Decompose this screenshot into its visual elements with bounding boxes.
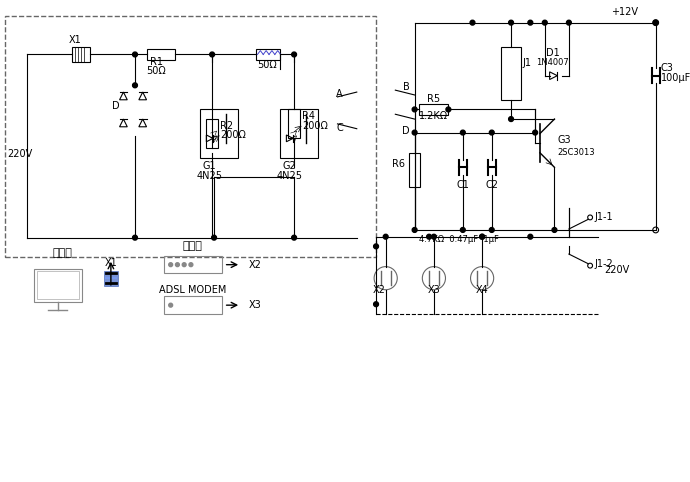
Circle shape [566,20,571,25]
Text: 4N25: 4N25 [196,171,222,181]
Circle shape [412,130,417,135]
Bar [206,119,218,148]
Text: R1: R1 [150,57,163,67]
Circle shape [489,130,494,135]
Circle shape [509,20,513,25]
Text: B: B [403,82,410,92]
Text: 200Ω: 200Ω [302,120,328,131]
Circle shape [374,302,378,307]
Bar [34,268,82,302]
Text: C3: C3 [660,63,673,73]
Bar [279,109,318,158]
Text: 50Ω: 50Ω [257,60,277,70]
Circle shape [189,263,193,267]
Circle shape [533,130,538,135]
Text: C1: C1 [456,180,469,190]
Bar [164,256,221,273]
Circle shape [431,234,436,239]
Circle shape [489,228,494,232]
Circle shape [446,107,451,112]
Text: 200Ω: 200Ω [220,130,246,140]
Bar [502,47,521,100]
Circle shape [460,228,465,232]
Text: 220V: 220V [604,266,630,275]
Circle shape [292,235,297,240]
Bar [199,109,238,158]
Text: X2: X2 [249,260,262,269]
Circle shape [374,244,378,249]
Text: R5: R5 [427,94,440,104]
Bar [409,153,420,187]
Text: A: A [336,89,343,99]
Text: R6: R6 [392,159,405,169]
Circle shape [175,263,179,267]
Circle shape [509,117,513,121]
Text: C: C [336,122,343,133]
Text: R4: R4 [302,111,315,121]
Circle shape [212,235,217,240]
Circle shape [480,234,484,239]
Bar [72,47,90,62]
Bar [37,271,79,299]
Text: X1: X1 [104,258,117,268]
Text: 220V: 220V [8,149,33,159]
Text: X2: X2 [373,285,386,295]
Circle shape [653,20,658,25]
Text: 50Ω: 50Ω [146,66,166,76]
Bar [288,109,300,138]
Text: D: D [402,125,410,135]
Text: 计算机: 计算机 [52,248,72,258]
Text: G3: G3 [558,135,571,145]
Text: R2: R2 [220,120,233,131]
Circle shape [182,263,186,267]
Circle shape [426,234,431,239]
Circle shape [470,20,475,25]
Circle shape [542,20,547,25]
Circle shape [383,234,388,239]
Text: J1: J1 [522,58,531,68]
Text: 1.2KΩ: 1.2KΩ [420,111,448,121]
Circle shape [210,52,215,57]
Circle shape [412,228,417,232]
Circle shape [480,234,484,239]
Text: J1-2: J1-2 [594,259,613,268]
Bar [164,296,221,314]
Circle shape [169,303,172,307]
Circle shape [132,235,137,240]
Text: 1N4007: 1N4007 [536,58,569,67]
Text: 100μF: 100μF [660,72,690,82]
Bar [420,104,448,115]
Circle shape [528,20,533,25]
Text: D1: D1 [546,48,560,58]
Text: X4: X4 [475,285,489,295]
Bar [255,49,279,60]
Text: J1-1: J1-1 [594,213,613,222]
Text: 路由器: 路由器 [183,241,203,251]
Bar [5,16,376,257]
Circle shape [132,52,137,57]
Circle shape [169,263,172,267]
Text: D: D [112,101,119,111]
Circle shape [552,228,557,232]
Bar [104,271,117,286]
Circle shape [132,83,137,88]
Text: X1: X1 [69,35,81,45]
Circle shape [412,107,417,112]
Text: 2SC3013: 2SC3013 [558,148,595,157]
Text: ADSL MODEM: ADSL MODEM [159,285,226,295]
Text: +12V: +12V [611,7,638,17]
Text: G1: G1 [202,161,216,171]
Circle shape [528,234,533,239]
Text: X3: X3 [249,300,262,310]
Text: C2: C2 [485,180,498,190]
Text: X3: X3 [428,285,440,295]
Circle shape [292,52,297,57]
Bar [146,49,175,60]
Circle shape [460,130,465,135]
Text: G2: G2 [282,161,296,171]
Text: 4N25: 4N25 [276,171,302,181]
Text: 4.7KΩ  0.47μF  1μF: 4.7KΩ 0.47μF 1μF [420,235,500,243]
